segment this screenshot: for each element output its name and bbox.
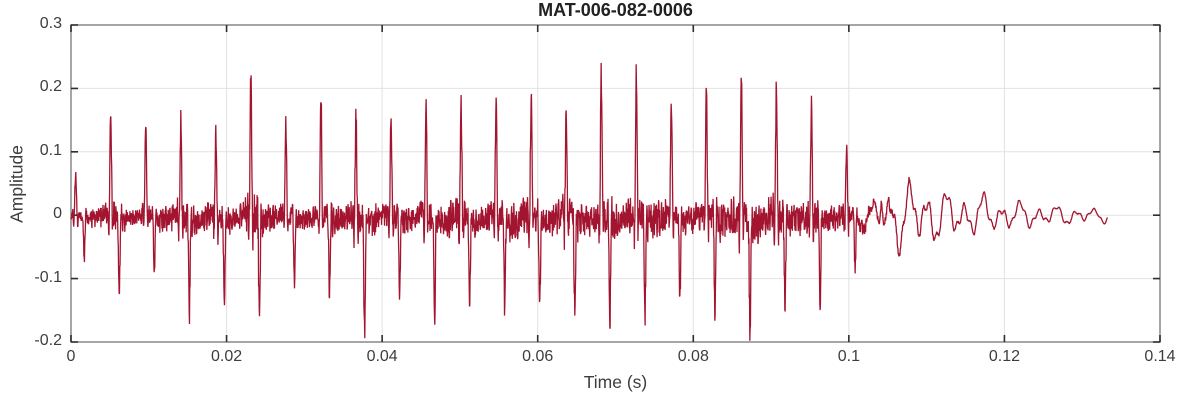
y-tick-label: 0.2 (39, 78, 62, 96)
chart-title: MAT-006-082-0006 (538, 0, 693, 20)
x-tick-label: 0 (66, 348, 76, 365)
x-tick-label: 0.12 (988, 348, 1020, 365)
x-tick-label: 0.14 (1144, 348, 1176, 365)
x-axis-label: Time (s) (583, 372, 648, 392)
y-tick-label: -0.1 (34, 268, 62, 286)
x-tick-label: 0.1 (837, 348, 860, 365)
y-tick-label: 0.1 (39, 141, 62, 159)
y-tick-label: 0 (53, 205, 62, 223)
x-tick-label: 0.02 (210, 348, 243, 365)
x-tick-label: 0.04 (366, 348, 398, 365)
y-tick-label: 0.3 (39, 15, 62, 32)
y-tick-label: -0.2 (34, 332, 62, 349)
x-tick-label: 0.06 (522, 348, 554, 365)
x-tick-label: 0.08 (677, 348, 709, 365)
